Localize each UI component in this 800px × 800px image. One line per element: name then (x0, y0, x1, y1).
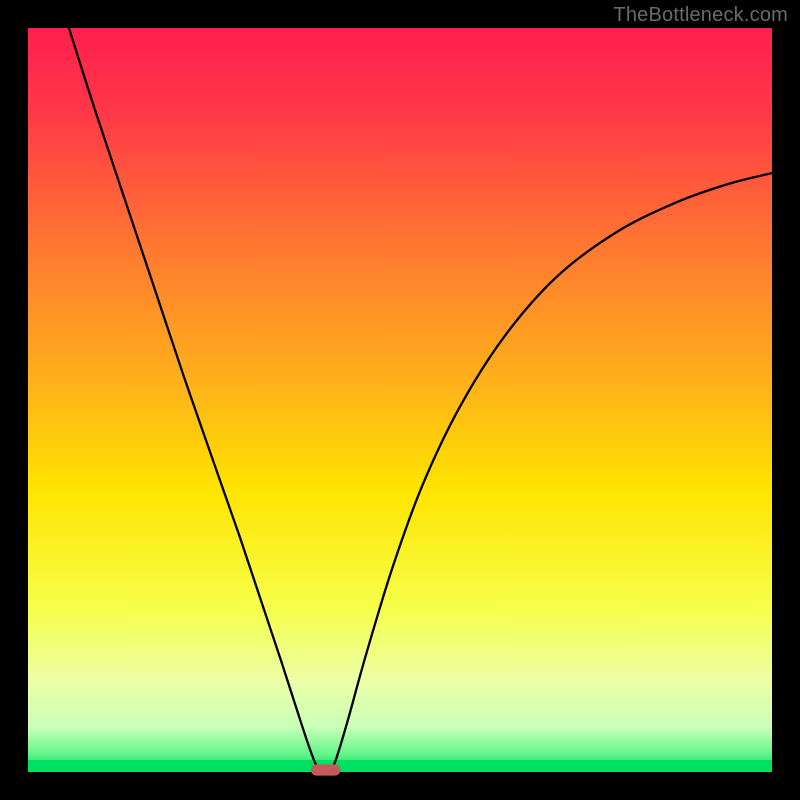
bottleneck-chart-svg (0, 0, 800, 800)
chart-stage: TheBottleneck.com (0, 0, 800, 800)
bottom-green-strip (28, 760, 772, 772)
bottleneck-marker (311, 764, 341, 775)
gradient-plot-area (28, 28, 772, 772)
watermark-text: TheBottleneck.com (613, 4, 788, 27)
